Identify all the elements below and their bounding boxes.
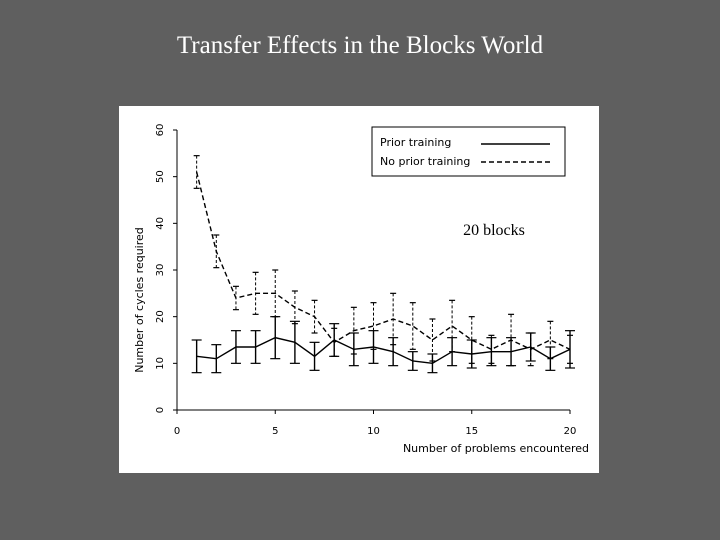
legend-box bbox=[371, 126, 566, 177]
y-tick-label: 30 bbox=[155, 264, 166, 277]
x-axis-label: Number of problems encountered bbox=[403, 442, 589, 455]
chart-panel: 0 5 10 15 20 0 10 20 30 40 50 60 Number of problems… bbox=[119, 106, 599, 473]
chart-legend: Prior training No prior training bbox=[371, 126, 566, 177]
x-tick-label: 5 bbox=[272, 426, 278, 437]
y-axis-label: Number of cycles required bbox=[133, 227, 146, 373]
chart-annotation: 20 blocks bbox=[463, 222, 525, 239]
y-tick-label: 0 bbox=[155, 407, 166, 413]
x-tick-label: 20 bbox=[564, 426, 577, 437]
y-tick-label: 10 bbox=[155, 357, 166, 370]
line-chart: 0 5 10 15 20 0 10 20 30 40 50 60 Number of problems… bbox=[133, 124, 589, 455]
y-tick-label: 40 bbox=[155, 217, 166, 230]
y-tick-label: 20 bbox=[155, 310, 166, 323]
y-tick-label: 50 bbox=[155, 170, 166, 183]
series-no-prior-training bbox=[193, 155, 573, 367]
legend-label-no-prior-training: No prior training bbox=[380, 155, 470, 168]
x-tick-label: 15 bbox=[465, 426, 478, 437]
series-prior-training bbox=[191, 316, 575, 374]
x-tick-label: 0 bbox=[174, 426, 180, 437]
chart-ticks: 0 5 10 15 20 0 10 20 30 40 50 60 bbox=[155, 124, 576, 437]
slide-title: Transfer Effects in the Blocks World bbox=[176, 32, 544, 59]
y-tick-label: 60 bbox=[155, 124, 166, 137]
series-line-no-prior-training bbox=[195, 171, 571, 351]
chart-series bbox=[191, 155, 575, 374]
series-line-prior-training bbox=[196, 336, 571, 365]
legend-label-prior-training: Prior training bbox=[380, 136, 451, 149]
x-tick-label: 10 bbox=[367, 426, 380, 437]
